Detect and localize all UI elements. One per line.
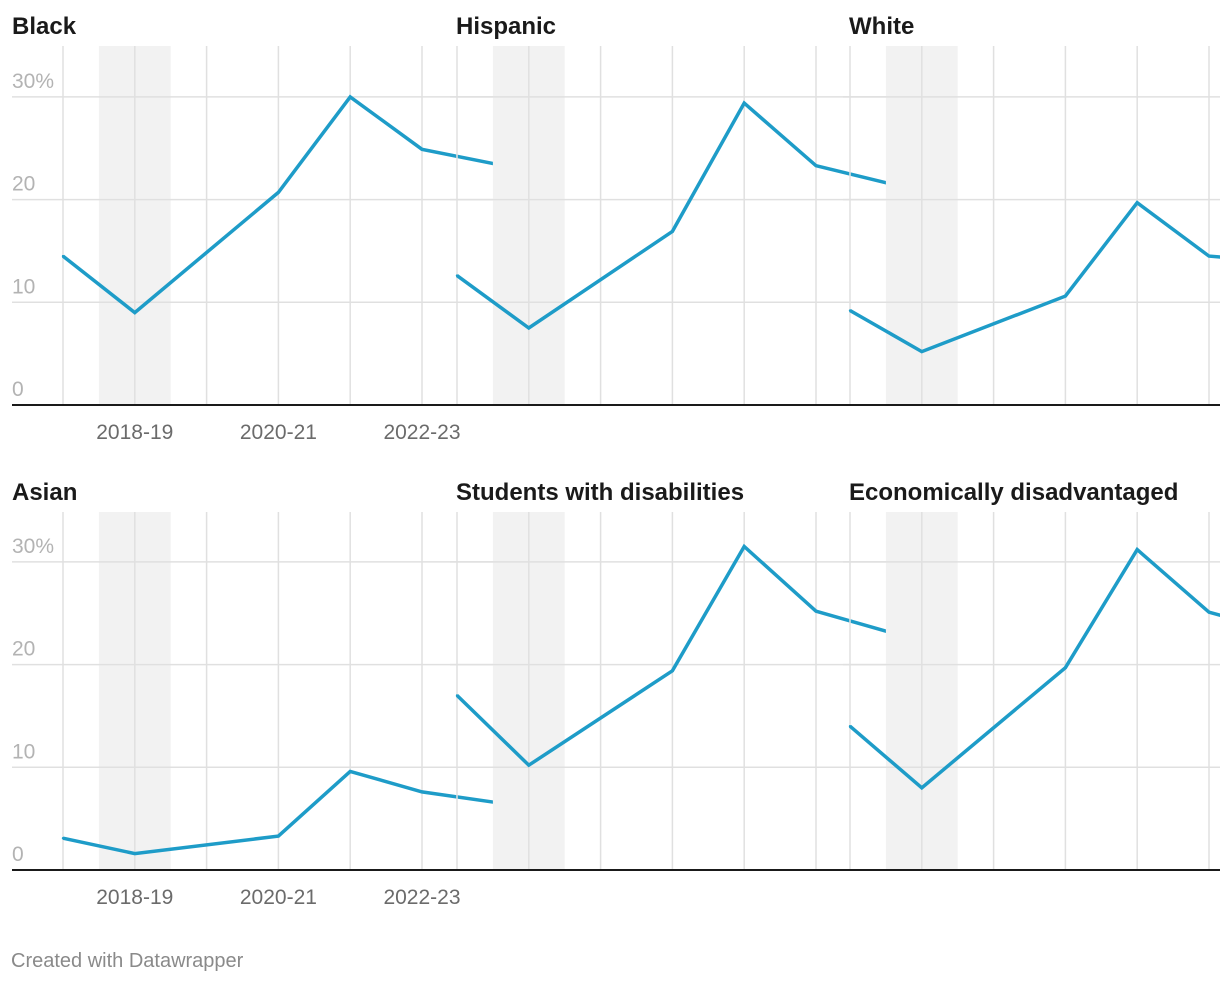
y-tick-label: 30% [12, 70, 54, 93]
series-line-students-with-disabilities [455, 543, 889, 768]
data-point [671, 230, 674, 233]
data-point [743, 545, 746, 548]
series-line-hispanic [455, 100, 889, 331]
data-point [420, 790, 424, 794]
y-tick-label: 20 [12, 173, 35, 196]
data-point [814, 164, 818, 167]
y-tick-label: 0 [12, 843, 24, 866]
y-tick-label: 20 [12, 638, 35, 661]
x-tick-label: 2018-19 [96, 886, 173, 909]
panel-title: Hispanic [456, 13, 556, 40]
data-point [848, 725, 852, 728]
data-point [133, 852, 136, 855]
series-line-white [849, 200, 1220, 354]
panel-title: Students with disabilities [456, 479, 744, 506]
x-tick-label: 2022-23 [383, 421, 460, 444]
data-point [1207, 254, 1211, 258]
data-point [133, 311, 136, 314]
y-tick-label: 10 [12, 740, 35, 763]
y-tick-label: 0 [12, 378, 24, 401]
data-point [61, 836, 65, 840]
data-point [743, 101, 746, 105]
series-line-economically-disadvantaged [848, 546, 1220, 791]
data-point [61, 254, 65, 258]
y-tick-label: 30% [12, 535, 54, 558]
data-point [848, 309, 852, 312]
data-point [920, 786, 923, 790]
x-tick-label: 2020-21 [240, 421, 317, 444]
panel-title: Asian [12, 479, 77, 506]
y-tick-label: 10 [12, 275, 35, 298]
data-point [277, 834, 280, 838]
panel-title: White [849, 13, 914, 40]
data-point [420, 148, 424, 151]
data-point [527, 764, 530, 767]
data-point [349, 95, 352, 99]
data-point [455, 694, 459, 697]
data-point [671, 669, 674, 672]
panel-black: Black 30% 20 10 0 2018-19 2020-21 2022-23 [12, 13, 502, 444]
data-point [814, 609, 818, 613]
data-point [1064, 666, 1067, 669]
data-point [527, 326, 530, 330]
data-point [277, 191, 280, 194]
data-point [920, 350, 923, 353]
datawrapper-credit: Created with Datawrapper [11, 950, 244, 972]
small-multiples-chart: Black 30% 20 10 0 2018-19 2020-21 2022-23 Hispan… [12, 13, 1220, 909]
panel-economically-disadvantaged: Economically disadvantaged [843, 479, 1220, 871]
series-line-black [61, 94, 495, 315]
panel-asian: Asian 30% 20 10 0 2018-19 2020-21 2022-23 [12, 479, 502, 909]
data-point [1064, 294, 1067, 298]
panel-students-with-disabilities: Students with disabilities [450, 479, 896, 871]
x-tick-label: 2022-23 [383, 886, 460, 909]
data-point [349, 770, 352, 773]
panel-title: Economically disadvantaged [849, 479, 1178, 506]
data-point [1136, 548, 1139, 551]
panel-title: Black [12, 13, 77, 40]
data-point [455, 274, 459, 277]
data-point [1207, 611, 1211, 614]
x-tick-label: 2020-21 [240, 886, 317, 909]
x-tick-label: 2018-19 [96, 421, 173, 444]
panel-white: White [843, 13, 1220, 406]
series-line-asian [62, 769, 495, 856]
panel-hispanic: Hispanic [450, 13, 896, 406]
data-point [1136, 201, 1139, 204]
